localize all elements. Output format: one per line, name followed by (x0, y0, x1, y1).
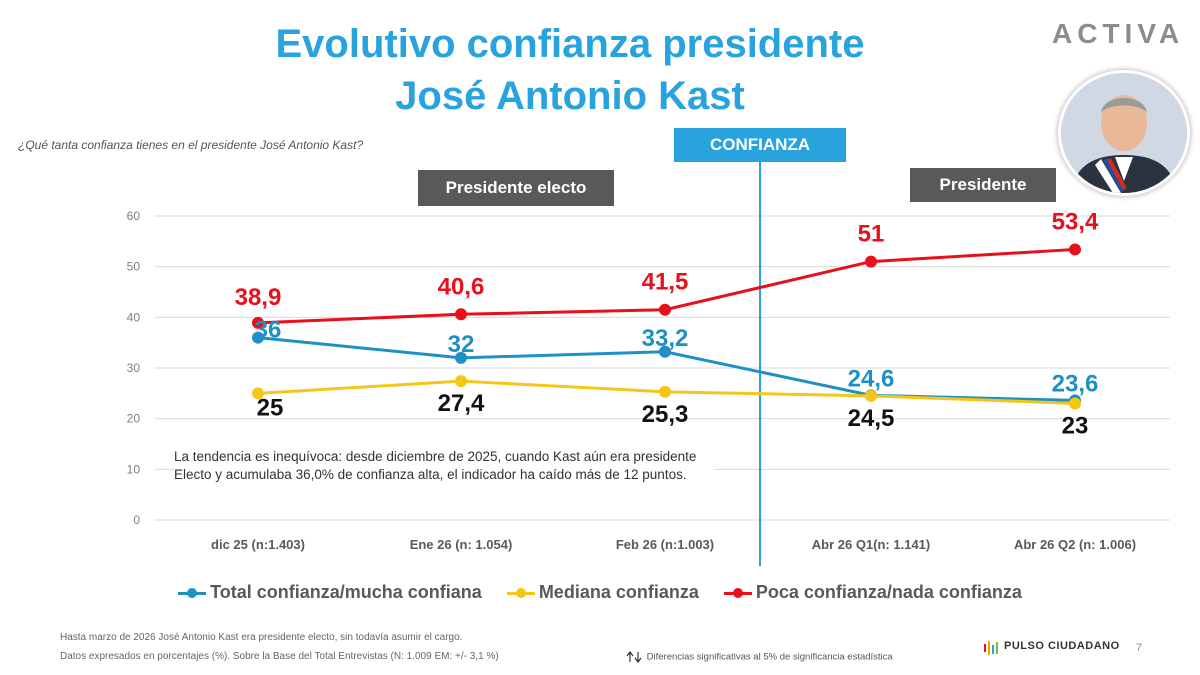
data-label: 40,6 (438, 273, 485, 300)
pulso-ciudadano-label: PULSO CIUDADANO (1004, 640, 1120, 652)
president-photo (1058, 70, 1190, 196)
x-tick-label: Abr 26 Q1(n: 1.141) (812, 537, 931, 552)
data-label: 51 (858, 221, 885, 248)
legend-item-mediana-confianza: Mediana confianza (506, 582, 699, 603)
x-tick-label: dic 25 (n:1.403) (211, 537, 305, 552)
confianza-tag: CONFIANZA (674, 128, 846, 162)
pulso-ciudadano-logo-icon (984, 641, 998, 655)
page-number: 7 (1136, 642, 1143, 654)
significance-text: Diferencias significativas al 5% de sign… (646, 651, 893, 663)
footnote-significance: Diferencias significativas al 5% de sign… (626, 651, 893, 663)
data-label: 27,4 (438, 390, 485, 417)
chart-legend: Total confianza/mucha confiana Mediana c… (0, 582, 1200, 603)
data-point (659, 303, 671, 316)
data-label: 24,5 (848, 405, 895, 432)
y-tick-label: 50 (127, 260, 141, 274)
y-tick-label: 40 (127, 310, 141, 324)
data-label: 41,5 (642, 269, 689, 296)
data-label: 36 (255, 317, 282, 344)
legend-item-poca-confianza: Poca confianza/nada confianza (723, 582, 1022, 603)
trend-note: La tendencia es inequívoca: desde diciem… (174, 448, 714, 484)
legend-label: Poca confianza/nada confianza (755, 582, 1022, 602)
legend-swatch-icon (723, 587, 752, 599)
data-point (455, 375, 467, 388)
data-point (1069, 243, 1081, 256)
data-label: 24,6 (848, 365, 895, 392)
person-icon (1061, 73, 1187, 193)
data-point (1069, 397, 1081, 410)
y-tick-label: 0 (133, 513, 140, 527)
legend-item-total-confianza: Total confianza/mucha confiana (178, 582, 482, 603)
data-point (252, 316, 264, 329)
chart-title-line-2: José Antonio Kast (395, 74, 745, 118)
y-tick-label: 30 (127, 361, 141, 375)
data-label: 23 (1062, 412, 1089, 439)
data-label: 23,6 (1052, 370, 1099, 397)
x-tick-label: Abr 26 Q2 (n: 1.006) (1014, 537, 1136, 552)
legend-swatch-icon (178, 587, 207, 599)
x-tick-label: Ene 26 (n: 1.054) (410, 537, 513, 552)
legend-label: Mediana confianza (538, 582, 699, 602)
activa-logo: ACTIVA (1052, 18, 1185, 49)
presidente-tag: Presidente (910, 168, 1056, 202)
significance-arrows-icon (626, 651, 642, 663)
line-chart: 0 10 20 30 40 50 60 dic 25 (n:1.403) Ene 26 (n: … (127, 160, 1170, 566)
data-point (455, 308, 467, 321)
data-label: 53,4 (1052, 208, 1099, 235)
data-label: 32 (448, 331, 475, 358)
y-tick-label: 60 (127, 209, 141, 223)
data-point (659, 385, 671, 398)
x-tick-label: Feb 26 (n:1.003) (616, 537, 714, 552)
y-tick-label: 10 (127, 462, 141, 476)
y-tick-label: 20 (127, 412, 141, 426)
data-point (252, 387, 264, 400)
footnote-electo: Hasta marzo de 2026 José Antonio Kast er… (60, 632, 463, 643)
footnote-base: Datos expresados en porcentajes (%). Sob… (60, 651, 499, 662)
presidente-electo-tag: Presidente electo (418, 170, 614, 206)
survey-question: ¿Qué tanta confianza tienes en el presid… (18, 138, 364, 152)
data-label: 38,9 (235, 284, 282, 311)
data-label: 33,2 (642, 325, 689, 352)
data-point (659, 345, 671, 358)
data-point (865, 389, 877, 402)
chart-title-line-1: Evolutivo confianza presidente (275, 22, 865, 66)
data-point (865, 255, 877, 268)
data-label: 25,3 (642, 401, 689, 428)
data-point (252, 331, 264, 344)
legend-label: Total confianza/mucha confiana (210, 582, 482, 602)
legend-swatch-icon (506, 587, 535, 599)
data-label: 25 (257, 394, 284, 421)
data-point (455, 351, 467, 364)
